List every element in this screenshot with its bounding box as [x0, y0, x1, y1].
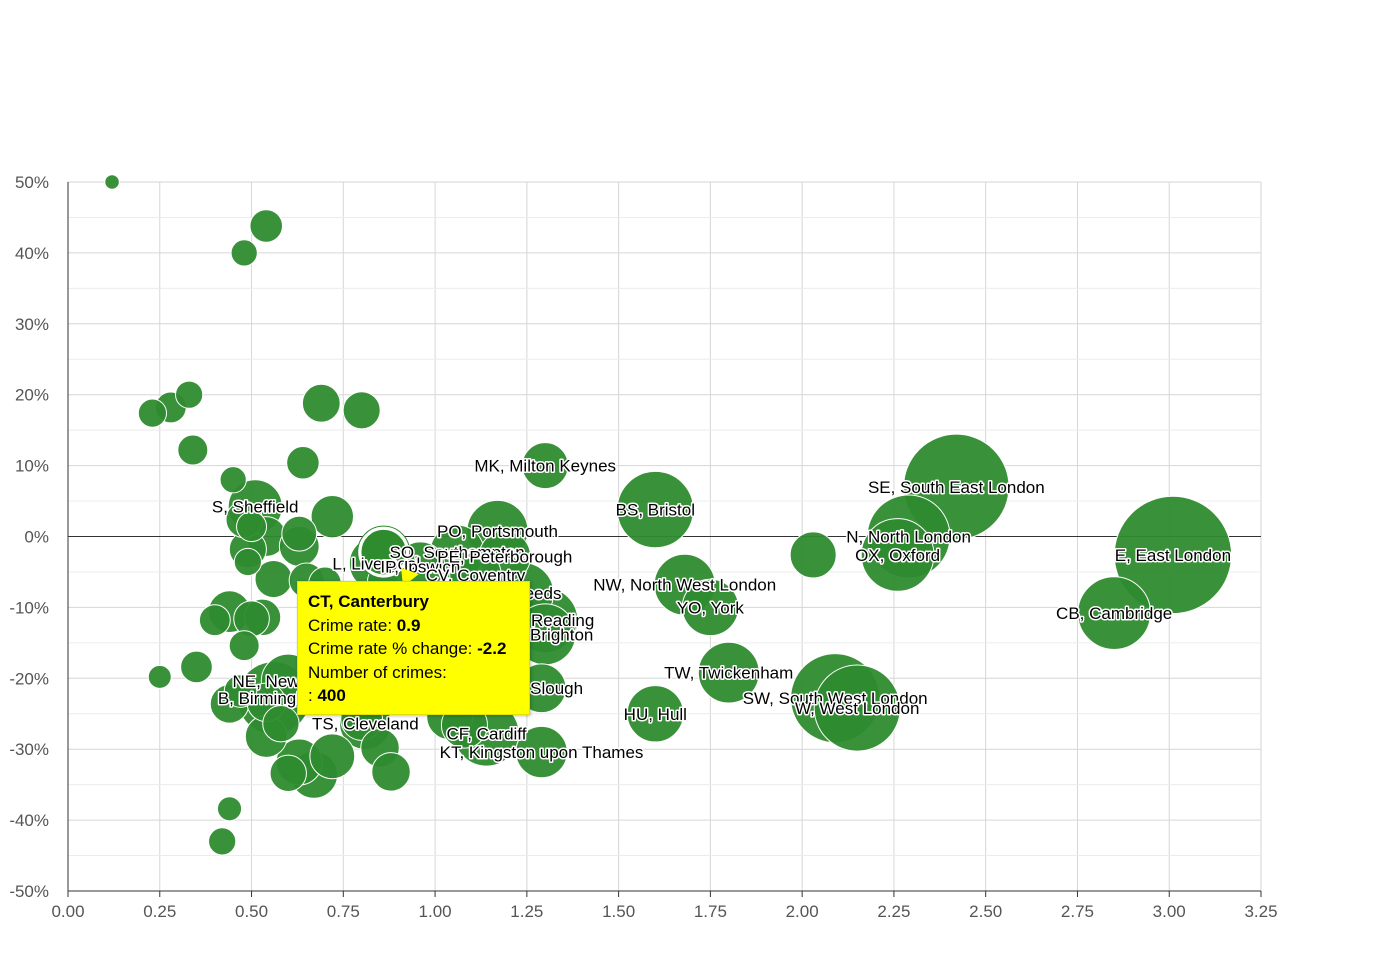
- y-tick-label: -10%: [9, 598, 49, 617]
- tooltip-title: CT, Canterbury: [308, 592, 429, 611]
- point-label-ts: TS, Cleveland: [312, 715, 419, 734]
- bubble-kt: [515, 725, 568, 779]
- x-tick-label: 2.25: [877, 902, 910, 921]
- bubble: [219, 466, 247, 494]
- bubble: [147, 664, 172, 689]
- highlighted-bubble: [359, 528, 408, 576]
- bubble-cb: [1077, 576, 1152, 650]
- bubble: [177, 434, 209, 466]
- point-label-yo: YO, York: [677, 598, 745, 617]
- x-tick-label: 1.50: [602, 902, 635, 921]
- point-label-hu: HU, Hull: [624, 705, 687, 724]
- bubble: [230, 239, 258, 267]
- bubble: [137, 398, 168, 428]
- point-label-sw: SW, South West London: [743, 689, 928, 708]
- tooltip-crimes-value: 400: [317, 686, 346, 705]
- bubble-w: [813, 664, 901, 752]
- y-tick-label: 50%: [15, 173, 49, 192]
- bubble: [281, 515, 318, 552]
- tooltip-rate-value: 0.9: [396, 615, 421, 635]
- point-label-ox: OX, Oxford: [855, 546, 940, 565]
- point-label-w: W, West London: [795, 699, 919, 718]
- point-label-cv: CV, Coventry: [426, 566, 526, 585]
- tooltip-crimes-label: Number of crimes:: [308, 662, 447, 682]
- bubble-hu: [626, 685, 684, 743]
- x-tick-label: 3.25: [1244, 902, 1277, 921]
- tooltip-rate-label: Crime rate:: [308, 615, 397, 635]
- x-tick-label: 0.00: [51, 902, 84, 921]
- x-tick-label: 2.00: [786, 902, 819, 921]
- bubble: [286, 446, 320, 480]
- y-tick-label: -30%: [9, 740, 49, 759]
- bubble-ox: [860, 518, 935, 592]
- bubble: [198, 604, 231, 637]
- point-label-e: E, East London: [1115, 546, 1231, 565]
- y-tick-label: -40%: [9, 811, 49, 830]
- bubble: [342, 391, 381, 430]
- bubble: [104, 174, 120, 190]
- x-tick-label: 1.75: [694, 902, 727, 921]
- bubble-bs: [616, 470, 694, 549]
- point-label-nw: NW, North West London: [593, 576, 776, 595]
- x-tick-label: 2.50: [969, 902, 1002, 921]
- bubble-e: [1113, 495, 1233, 615]
- tooltip-crimes-prefix: :: [308, 686, 318, 705]
- tooltip: CT, Canterbury Crime rate: 0.9 Crime rat…: [297, 581, 530, 715]
- point-label-kt: KT, Kingston upon Thames: [440, 743, 644, 762]
- tooltip-change-label: Crime rate % change:: [308, 639, 478, 658]
- bubble: [301, 383, 341, 423]
- point-label-se: SE, South East London: [868, 478, 1045, 497]
- x-tick-label: 0.50: [235, 902, 268, 921]
- point-label-pe: PE, Peterborough: [437, 547, 572, 566]
- tick-labels: 0.00 0.25 0.50 0.75 1.00 1.25 1.50 1.75 2.00 2.25…: [9, 173, 1277, 921]
- bubble: [216, 796, 243, 822]
- x-tick-label: 2.75: [1061, 902, 1094, 921]
- bubbles: [104, 174, 1233, 856]
- x-tick-label: 1.00: [419, 902, 452, 921]
- point-label-so: SO, Southampton: [390, 543, 525, 562]
- point-label-po: PO, Portsmouth: [437, 522, 558, 541]
- bubble-mk: [521, 442, 569, 490]
- tooltip-change-value: -2.2: [477, 639, 507, 658]
- point-label-ip: IP, Ipswich: [380, 557, 460, 576]
- bubble: [309, 733, 356, 780]
- bubble: [175, 380, 204, 409]
- y-tick-label: 40%: [15, 244, 49, 263]
- bubble: [223, 674, 258, 708]
- bubble: [208, 827, 237, 856]
- y-tick-label: -50%: [9, 882, 49, 901]
- y-tick-label: 0%: [24, 528, 49, 547]
- bubble: [789, 531, 837, 579]
- bubble: [262, 704, 300, 743]
- y-tick-label: 10%: [15, 457, 49, 476]
- bubble: [249, 209, 283, 243]
- point-label-mk: MK, Milton Keynes: [474, 457, 616, 476]
- bubble-yo: [681, 578, 740, 637]
- x-tick-label: 1.25: [510, 902, 543, 921]
- point-label-cf: CF, Cardiff: [446, 725, 526, 744]
- bubble: [371, 752, 411, 792]
- point-label-s: S, Sheffield: [212, 498, 299, 517]
- x-tick-label: 3.00: [1153, 902, 1186, 921]
- y-tick-label: 30%: [15, 315, 49, 334]
- x-tick-label: 0.25: [143, 902, 176, 921]
- x-tick-label: 0.75: [327, 902, 360, 921]
- point-label-cb: CB, Cambridge: [1056, 604, 1172, 623]
- bubble-tw: [697, 641, 760, 704]
- y-tick-label: -20%: [9, 669, 49, 688]
- bubble: [233, 547, 262, 577]
- point-label-n: N, North London: [846, 528, 971, 547]
- y-tick-label: 20%: [15, 386, 49, 405]
- bubble: [269, 754, 307, 792]
- point-label-l: L, Liverpool: [332, 554, 420, 573]
- point-label-tw: TW, Twickenham: [664, 664, 793, 683]
- point-label-bs: BS, Bristol: [616, 501, 695, 520]
- bubble: [228, 630, 260, 662]
- bubble: [180, 650, 213, 684]
- bubble: [236, 511, 268, 543]
- bubble: [310, 494, 355, 539]
